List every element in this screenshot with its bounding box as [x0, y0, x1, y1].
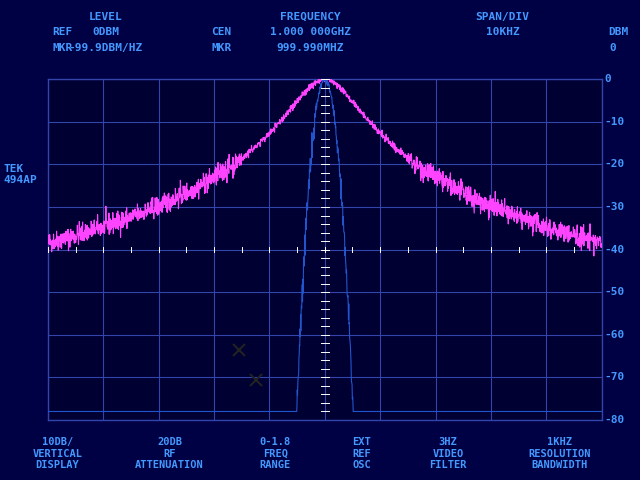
- Text: 10KHZ: 10KHZ: [486, 27, 519, 37]
- Text: -80: -80: [605, 415, 625, 425]
- Text: -70: -70: [605, 372, 625, 383]
- Text: 0-1.8
FREQ
RANGE: 0-1.8 FREQ RANGE: [260, 437, 291, 470]
- Text: MKR: MKR: [52, 43, 73, 53]
- Text: -50: -50: [605, 287, 625, 297]
- Text: 1KHZ
RESOLUTION
BANDWIDTH: 1KHZ RESOLUTION BANDWIDTH: [529, 437, 591, 470]
- Text: 20DB
RF
ATTENUATION: 20DB RF ATTENUATION: [135, 437, 204, 470]
- Text: FREQUENCY: FREQUENCY: [280, 12, 340, 22]
- Text: 0: 0: [610, 43, 616, 53]
- Text: -60: -60: [605, 330, 625, 340]
- Text: -20: -20: [605, 159, 625, 169]
- Text: CEN: CEN: [211, 27, 232, 37]
- Text: REF: REF: [52, 27, 73, 37]
- Text: DBM: DBM: [608, 27, 628, 37]
- Text: MKR: MKR: [211, 43, 232, 53]
- Text: 999.990MHZ: 999.990MHZ: [276, 43, 344, 53]
- Text: EXT
REF
OSC: EXT REF OSC: [352, 437, 371, 470]
- Text: LEVEL: LEVEL: [89, 12, 122, 22]
- Text: 3HZ
VIDEO
FILTER: 3HZ VIDEO FILTER: [429, 437, 467, 470]
- Text: 1.000 000GHZ: 1.000 000GHZ: [270, 27, 351, 37]
- Text: -10: -10: [605, 117, 625, 127]
- Text: SPAN/DIV: SPAN/DIV: [476, 12, 529, 22]
- Text: 0DBM: 0DBM: [92, 27, 119, 37]
- Text: 10DB/
VERTICAL
DISPLAY: 10DB/ VERTICAL DISPLAY: [33, 437, 83, 470]
- Text: -40: -40: [605, 245, 625, 254]
- Text: TEK
494AP: TEK 494AP: [3, 164, 37, 185]
- Text: 0: 0: [605, 74, 612, 84]
- Text: -99.9DBM/HZ: -99.9DBM/HZ: [68, 43, 143, 53]
- Text: -30: -30: [605, 202, 625, 212]
